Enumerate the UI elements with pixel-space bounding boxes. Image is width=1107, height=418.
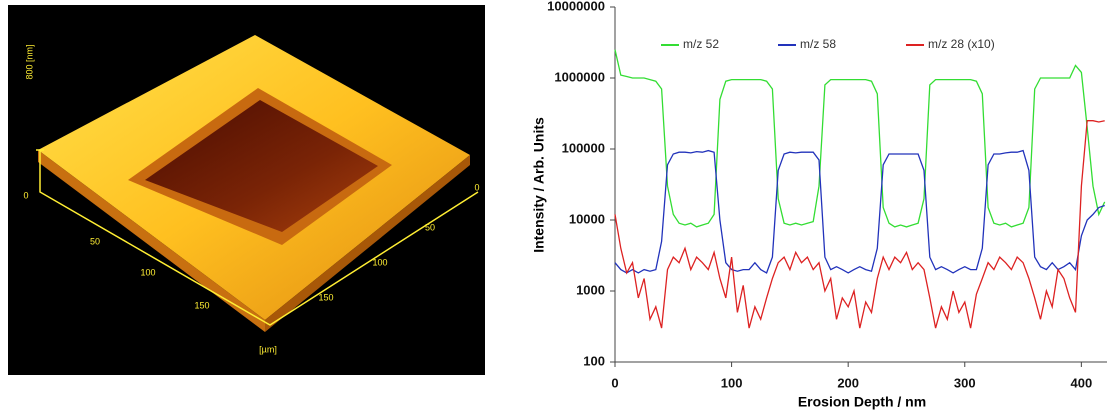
page: 800 [nm] 0 50 100 150 0 50 100 150 [µm] … bbox=[0, 0, 1107, 413]
afm-z-label: 800 [nm] bbox=[24, 44, 34, 79]
afm-y-tick: 0 bbox=[474, 182, 479, 192]
y-tick-label: 100 bbox=[583, 353, 605, 368]
y-tick-label: 1000 bbox=[576, 282, 605, 297]
y-tick-label: 1000000 bbox=[554, 69, 605, 84]
afm-x-tick: 50 bbox=[90, 236, 100, 246]
afm-y-tick: 100 bbox=[372, 257, 387, 267]
legend-label: m/z 58 bbox=[800, 37, 836, 51]
x-tick-label: 0 bbox=[611, 375, 618, 390]
afm-x-tick: 100 bbox=[140, 267, 155, 277]
y-axis-title: Intensity / Arb. Units bbox=[531, 117, 547, 253]
figure: 800 [nm] 0 50 100 150 0 50 100 150 [µm] … bbox=[0, 0, 1107, 413]
afm-y-tick: 50 bbox=[425, 222, 435, 232]
afm-unit: [µm] bbox=[259, 344, 277, 354]
x-tick-label: 400 bbox=[1070, 375, 1092, 390]
x-tick-label: 200 bbox=[837, 375, 859, 390]
afm-y-tick: 150 bbox=[318, 292, 333, 302]
y-tick-label: 10000 bbox=[569, 211, 605, 226]
x-axis-title: Erosion Depth / nm bbox=[798, 394, 926, 410]
legend-label: m/z 52 bbox=[683, 37, 719, 51]
afm-z-zero: 0 bbox=[23, 190, 28, 200]
legend-label: m/z 28 (x10) bbox=[928, 37, 995, 51]
afm-x-tick: 150 bbox=[194, 300, 209, 310]
y-tick-label: 10000000 bbox=[547, 0, 605, 13]
y-tick-label: 100000 bbox=[562, 140, 605, 155]
x-tick-label: 100 bbox=[721, 375, 743, 390]
afm-panel: 800 [nm] 0 50 100 150 0 50 100 150 [µm] bbox=[8, 5, 485, 375]
x-tick-label: 300 bbox=[954, 375, 976, 390]
